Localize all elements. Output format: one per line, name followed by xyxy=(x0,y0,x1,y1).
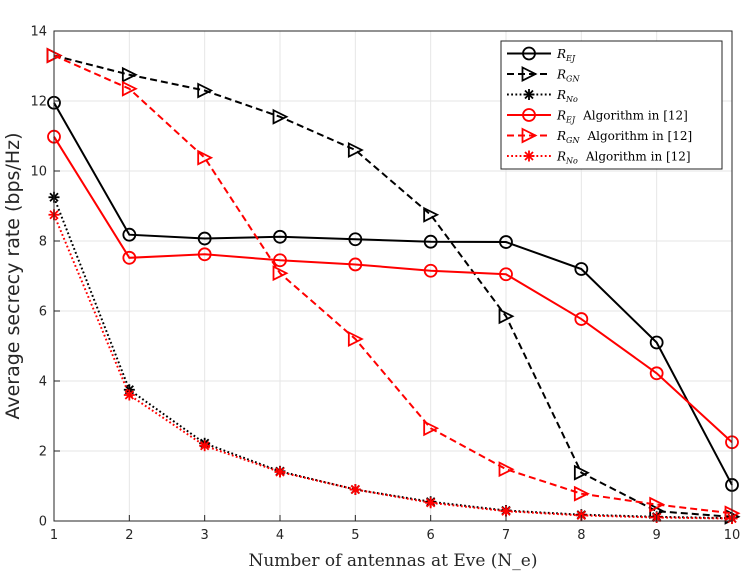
asterisk-stroke xyxy=(275,467,285,477)
legend-item-5: RNo Algorithm in [12] xyxy=(507,150,691,166)
x-tick-label: 7 xyxy=(502,528,510,543)
plot-frame xyxy=(53,30,733,522)
y-tick-label: 12 xyxy=(30,95,47,110)
data-point xyxy=(121,80,138,97)
asterisk-stroke xyxy=(350,484,360,495)
asterisk-stroke xyxy=(426,498,436,508)
legend-swatch-marker xyxy=(522,46,536,61)
data-point xyxy=(573,485,590,502)
data-point xyxy=(348,257,363,272)
x-tick-label: 2 xyxy=(125,528,133,543)
legend-item-3: REJ Algorithm in [12] xyxy=(507,108,688,125)
data-point xyxy=(122,227,137,242)
data-point xyxy=(499,235,513,249)
data-point xyxy=(573,464,590,481)
asterisk-stroke xyxy=(524,151,534,161)
data-point xyxy=(423,263,438,278)
x-tick-label: 4 xyxy=(276,528,284,543)
data-point xyxy=(121,66,138,83)
data-point xyxy=(274,466,286,478)
legend-label: RNo xyxy=(556,88,578,104)
data-point xyxy=(347,331,364,347)
data-point xyxy=(197,247,212,262)
series-line-2 xyxy=(53,196,733,520)
legend-label: REJ xyxy=(556,47,576,63)
asterisk-stroke xyxy=(200,441,210,451)
data-point xyxy=(197,231,212,246)
legend-item-1: RGN xyxy=(507,66,580,84)
data-point xyxy=(349,484,361,495)
legend-swatch-marker xyxy=(521,66,538,82)
data-point xyxy=(272,108,289,125)
x-tick-label: 1 xyxy=(50,528,58,543)
series-line-3 xyxy=(53,136,733,443)
asterisk-stroke xyxy=(124,390,134,400)
data-point xyxy=(498,461,515,478)
x-tick-label: 8 xyxy=(577,528,585,543)
legend-swatch-marker xyxy=(522,108,536,122)
data-point xyxy=(500,505,512,517)
legend-label: REJ Algorithm in [12] xyxy=(556,109,688,125)
legend-box xyxy=(500,40,723,170)
y-tick-label: 8 xyxy=(39,235,47,250)
y-tick-label: 0 xyxy=(39,515,47,530)
x-tick-label: 10 xyxy=(724,528,741,543)
data-point xyxy=(122,250,137,265)
data-point xyxy=(574,312,589,326)
legend-swatch-marker xyxy=(523,89,535,100)
data-point xyxy=(649,496,666,513)
legend-swatch-marker xyxy=(523,150,535,162)
data-point xyxy=(423,420,440,437)
x-tick-label: 5 xyxy=(351,528,359,543)
data-point xyxy=(423,234,438,249)
data-point xyxy=(197,82,214,99)
data-point xyxy=(197,149,214,166)
y-tick-label: 4 xyxy=(39,375,47,390)
y-tick-label: 14 xyxy=(30,25,47,40)
legend: REJ RGN RNo REJ Algorithm in [12] RGN Algorith… xyxy=(500,40,723,170)
data-point xyxy=(347,142,364,158)
x-tick-label: 6 xyxy=(427,528,435,543)
data-point xyxy=(348,232,363,247)
data-point xyxy=(574,262,589,276)
data-point xyxy=(649,366,664,381)
legend-label: RGN Algorithm in [12] xyxy=(556,129,692,145)
legend-item-0: REJ xyxy=(507,46,576,63)
x-tick-label: 3 xyxy=(201,528,209,543)
asterisk-stroke xyxy=(524,89,534,100)
legend-label: RGN xyxy=(556,68,580,84)
data-point xyxy=(123,389,135,401)
data-point xyxy=(425,497,437,509)
data-point xyxy=(199,440,211,452)
data-point xyxy=(499,267,513,282)
asterisk-stroke xyxy=(501,506,511,516)
series-line-5 xyxy=(53,214,733,520)
series-line-4 xyxy=(53,54,733,515)
legend-label: RNo Algorithm in [12] xyxy=(556,150,691,166)
y-tick-label: 10 xyxy=(30,165,47,180)
legend-swatch-marker xyxy=(521,127,538,144)
legend-item-4: RGN Algorithm in [12] xyxy=(507,127,692,145)
x-tick-label: 9 xyxy=(653,528,661,543)
y-axis-label: Average secrecy rate (bps/Hz) xyxy=(2,132,24,419)
y-tick-label: 2 xyxy=(39,445,47,460)
data-point xyxy=(498,308,515,325)
x-axis-label: Number of antennas at Eve (N_e) xyxy=(248,551,537,571)
series-line-0 xyxy=(53,102,733,486)
series-line-1 xyxy=(53,54,733,518)
data-point xyxy=(273,229,287,244)
data-point xyxy=(272,265,289,282)
data-point xyxy=(273,253,287,268)
y-tick-label: 6 xyxy=(39,305,47,320)
data-point xyxy=(649,335,664,350)
legend-item-2: RNo xyxy=(507,88,578,104)
data-point xyxy=(423,206,440,223)
